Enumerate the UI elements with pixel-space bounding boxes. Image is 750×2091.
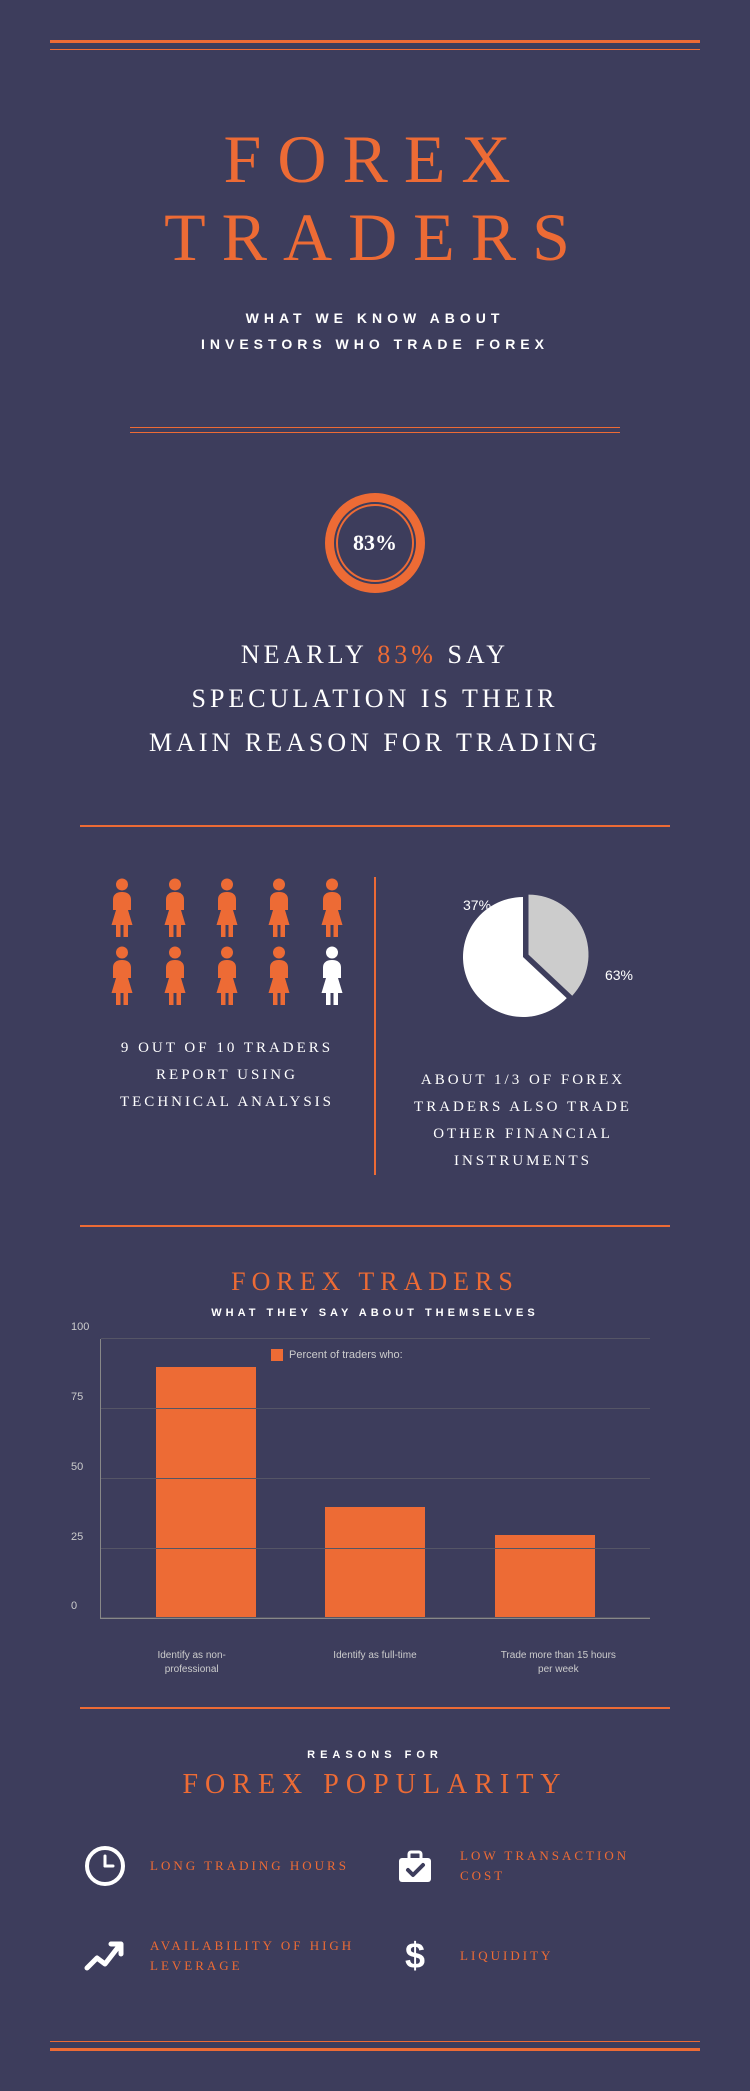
x-label: Identify as full-time [315, 1649, 435, 1677]
trend-up-icon [80, 1931, 130, 1981]
subtitle-line-1: WHAT WE KNOW ABOUT [50, 306, 700, 331]
gridline [101, 1338, 650, 1339]
y-tick: 50 [71, 1461, 83, 1473]
stat-circle-inner: 83% [334, 502, 416, 584]
bottom-double-rule [50, 2041, 700, 2051]
person-icon [314, 877, 350, 937]
subtitle: WHAT WE KNOW ABOUT INVESTORS WHO TRADE F… [50, 306, 700, 356]
person-icon [209, 877, 245, 937]
y-tick: 75 [71, 1391, 83, 1403]
person-icon [104, 877, 140, 937]
pie-column: 37% 63% ABOUT 1/3 OF FOREX TRADERS ALSO … [376, 877, 670, 1175]
clock-icon [80, 1841, 130, 1891]
stat-circle-value: 83% [353, 530, 397, 556]
dollar-icon: $ [390, 1931, 440, 1981]
reason-label: LOW TRANSACTION COST [460, 1846, 670, 1888]
person-icon [209, 945, 245, 1005]
x-axis-labels: Identify as non-professional Identify as … [100, 1649, 650, 1677]
reason-item: $ LIQUIDITY [390, 1931, 670, 1981]
subtitle-line-2: INVESTORS WHO TRADE FOREX [50, 332, 700, 357]
top-double-rule [50, 40, 700, 50]
popularity-section: REASONS FOR FOREX POPULARITY LONG TRADIN… [80, 1749, 670, 1981]
bars-container [101, 1339, 650, 1618]
briefcase-check-icon [390, 1841, 440, 1891]
popularity-title: FOREX POPULARITY [80, 1769, 670, 1801]
reasons-label: REASONS FOR [80, 1749, 670, 1761]
stat-text: NEARLY 83% SAY SPECULATION IS THEIR MAIN… [50, 633, 700, 766]
pie-label-2: 63% [605, 967, 633, 983]
y-tick: 0 [71, 1600, 77, 1612]
gridline [101, 1408, 650, 1409]
bar [325, 1507, 425, 1619]
bar-chart-section: FOREX TRADERS WHAT THEY SAY ABOUT THEMSE… [80, 1267, 670, 1677]
person-icon [261, 945, 297, 1005]
stat-line1-highlight: 83% [377, 640, 437, 669]
pie-caption: ABOUT 1/3 OF FOREX TRADERS ALSO TRADE OT… [396, 1067, 650, 1175]
stat-circle-outer: 83% [325, 493, 425, 593]
person-icon [157, 945, 193, 1005]
bar [156, 1367, 256, 1618]
bar-chart-subtitle: WHAT THEY SAY ABOUT THEMSELVES [80, 1307, 670, 1319]
main-title: FOREX TRADERS [50, 120, 700, 276]
reason-label: LONG TRADING HOURS [150, 1856, 349, 1877]
svg-text:$: $ [405, 1935, 425, 1976]
stat-line1-pre: NEARLY [241, 640, 377, 669]
stat-line3: MAIN REASON FOR TRADING [50, 721, 700, 765]
pie-chart: 37% 63% [443, 877, 603, 1037]
divider-2 [80, 1225, 670, 1227]
person-icon [314, 945, 350, 1005]
gridline [101, 1478, 650, 1479]
divider-3 [80, 1707, 670, 1709]
reason-label: LIQUIDITY [460, 1946, 553, 1967]
stat-line2: SPECULATION IS THEIR [50, 677, 700, 721]
thin-double-rule [130, 427, 620, 433]
reasons-grid: LONG TRADING HOURS LOW TRANSACTION COST … [80, 1841, 670, 1981]
bar-chart: Percent of traders who: 0255075100 [100, 1339, 650, 1619]
y-tick: 25 [71, 1531, 83, 1543]
stat-line1-post: SAY [437, 640, 509, 669]
x-label: Trade more than 15 hours per week [498, 1649, 618, 1677]
two-column-stats: 9 OUT OF 10 TRADERS REPORT USING TECHNIC… [80, 877, 670, 1175]
people-column: 9 OUT OF 10 TRADERS REPORT USING TECHNIC… [80, 877, 376, 1175]
divider-1 [80, 825, 670, 827]
person-icon [157, 877, 193, 937]
person-icon [261, 877, 297, 937]
people-caption: 9 OUT OF 10 TRADERS REPORT USING TECHNIC… [100, 1035, 354, 1116]
reason-item: LOW TRANSACTION COST [390, 1841, 670, 1891]
reason-label: AVAILABILITY OF HIGH LEVERAGE [150, 1936, 360, 1978]
bar-chart-title: FOREX TRADERS [80, 1267, 670, 1297]
x-label: Identify as non-professional [132, 1649, 252, 1677]
pie-label-1: 37% [463, 897, 491, 913]
gridline [101, 1617, 650, 1618]
people-grid [100, 877, 354, 1005]
reason-item: LONG TRADING HOURS [80, 1841, 360, 1891]
gridline [101, 1548, 650, 1549]
person-icon [104, 945, 140, 1005]
y-tick: 100 [71, 1321, 89, 1333]
reason-item: AVAILABILITY OF HIGH LEVERAGE [80, 1931, 360, 1981]
stat-circle-wrap: 83% [50, 493, 700, 593]
